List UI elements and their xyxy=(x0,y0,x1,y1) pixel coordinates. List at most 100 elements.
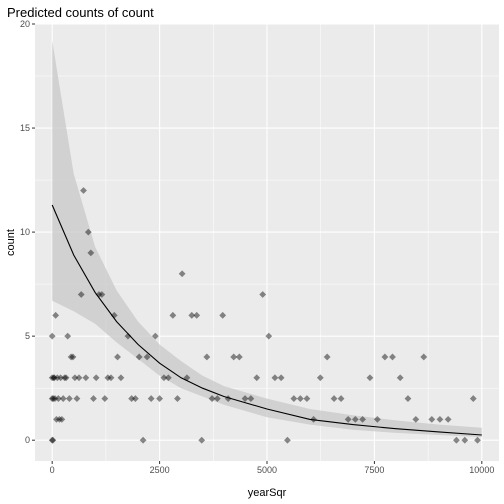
x-axis-label: yearSqr xyxy=(248,487,287,499)
y-tick-label: 15 xyxy=(20,123,30,133)
data-point xyxy=(50,374,58,382)
y-tick-label: 20 xyxy=(20,19,30,29)
data-point xyxy=(160,374,168,382)
data-point xyxy=(67,353,75,361)
data-point xyxy=(224,395,232,402)
chart-title: Predicted counts of count xyxy=(7,5,154,20)
data-point xyxy=(49,395,57,402)
data-point xyxy=(54,395,62,402)
data-point xyxy=(48,395,56,402)
data-point xyxy=(151,332,159,340)
data-point xyxy=(323,353,331,361)
data-point xyxy=(75,374,83,382)
data-point xyxy=(107,374,115,382)
data-point xyxy=(253,374,261,382)
data-point xyxy=(52,311,60,319)
data-point xyxy=(147,395,155,402)
data-point xyxy=(183,374,191,382)
data-point xyxy=(259,291,267,298)
data-point xyxy=(48,332,56,340)
data-point xyxy=(193,311,201,319)
data-point xyxy=(235,353,243,361)
data-point xyxy=(344,415,352,423)
grid-major xyxy=(35,23,499,461)
data-point xyxy=(474,436,481,444)
data-points xyxy=(48,187,481,444)
data-point xyxy=(98,291,106,298)
data-point xyxy=(71,374,79,382)
data-point xyxy=(428,415,436,423)
data-point xyxy=(104,374,112,382)
data-point xyxy=(436,415,444,423)
data-point xyxy=(290,395,298,402)
data-point xyxy=(156,395,163,402)
y-axis-label: count xyxy=(5,229,17,256)
data-point xyxy=(389,353,396,361)
data-point xyxy=(61,374,69,382)
data-point xyxy=(351,415,359,423)
data-point xyxy=(381,353,389,361)
x-tick-label: 7500 xyxy=(364,465,384,475)
data-point xyxy=(219,311,227,319)
data-point xyxy=(366,374,374,382)
data-point xyxy=(82,374,90,382)
y-axis: 0 5 10 15 20 xyxy=(20,19,35,445)
data-point xyxy=(412,415,420,423)
x-tick-label: 10000 xyxy=(469,465,494,475)
data-point xyxy=(64,332,72,340)
data-point xyxy=(49,436,57,444)
data-point xyxy=(453,436,460,444)
data-point xyxy=(56,415,63,423)
data-point xyxy=(131,395,139,402)
data-point xyxy=(208,395,216,402)
data-point xyxy=(114,353,121,361)
data-point xyxy=(80,187,87,194)
data-point xyxy=(178,270,186,278)
data-point xyxy=(359,415,366,423)
data-point xyxy=(59,395,67,402)
x-tick-label: 0 xyxy=(50,465,55,475)
data-point xyxy=(330,395,338,402)
data-point xyxy=(87,249,95,257)
y-tick-label: 0 xyxy=(25,435,30,445)
data-point xyxy=(303,395,311,402)
y-tick-label: 5 xyxy=(25,331,30,341)
data-point xyxy=(51,395,59,402)
data-point xyxy=(62,374,70,382)
data-point xyxy=(271,374,279,382)
data-point xyxy=(396,374,404,382)
y-tick-label: 10 xyxy=(20,227,30,237)
data-point xyxy=(48,374,56,382)
data-point xyxy=(128,395,136,402)
data-point xyxy=(58,415,66,423)
data-point xyxy=(65,395,73,402)
data-point xyxy=(48,436,56,444)
data-point xyxy=(69,353,77,361)
data-point xyxy=(124,332,132,340)
data-point xyxy=(316,374,324,382)
data-point xyxy=(230,353,238,361)
data-point xyxy=(277,374,285,382)
data-point xyxy=(174,395,181,402)
data-point xyxy=(117,374,125,382)
data-point xyxy=(284,436,291,444)
data-point xyxy=(213,395,221,402)
data-point xyxy=(444,415,452,423)
data-point xyxy=(337,395,345,402)
data-point xyxy=(169,311,177,319)
data-point xyxy=(95,291,103,298)
data-point xyxy=(110,311,118,319)
data-point xyxy=(404,395,412,402)
data-point xyxy=(247,395,255,402)
data-point xyxy=(461,436,469,444)
data-point xyxy=(90,395,97,402)
data-point xyxy=(53,374,61,382)
data-point xyxy=(135,353,143,361)
data-point xyxy=(373,415,381,423)
data-point xyxy=(265,332,273,340)
x-axis: 0 2500 5000 7500 10000 xyxy=(50,461,494,475)
data-point xyxy=(241,395,249,402)
data-point xyxy=(420,353,428,361)
data-point xyxy=(50,374,58,382)
data-point xyxy=(198,436,206,444)
